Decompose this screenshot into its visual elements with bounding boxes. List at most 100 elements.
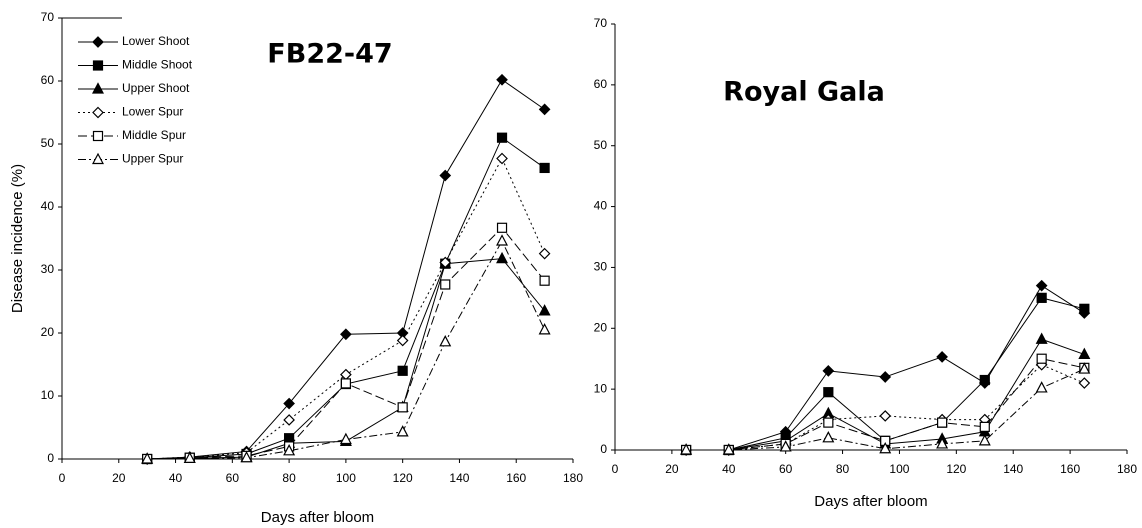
x-tick-label: 20	[112, 471, 126, 485]
legend-label: Lower Spur	[122, 105, 183, 119]
marker	[1078, 377, 1091, 389]
y-axis-label: Disease incidence (%)	[9, 164, 26, 313]
x-tick-label: 180	[1117, 462, 1137, 476]
x-tick-label: 60	[226, 471, 240, 485]
series-line	[686, 338, 1085, 451]
x-tick-label: 100	[336, 471, 356, 485]
marker	[1035, 381, 1048, 393]
y-tick-label: 30	[41, 262, 55, 276]
series-line	[686, 358, 1085, 451]
y-tick-label: 10	[594, 381, 608, 395]
y-tick-label: 20	[594, 320, 608, 334]
marker	[240, 450, 253, 463]
x-tick-label: 120	[393, 471, 413, 485]
legend-label: Middle Spur	[122, 128, 186, 142]
y-tick-label: 60	[594, 77, 608, 91]
marker	[283, 397, 295, 410]
series-line	[147, 239, 546, 460]
x-tick-label: 120	[946, 462, 966, 476]
x-tick-label: 160	[1060, 462, 1080, 476]
marker	[340, 368, 352, 381]
marker	[92, 82, 104, 94]
marker	[538, 247, 551, 260]
marker	[496, 132, 508, 143]
marker	[1036, 292, 1047, 303]
chart-title: FB22-47	[267, 39, 392, 70]
marker	[539, 162, 550, 174]
y-tick-label: 70	[594, 16, 608, 30]
marker	[538, 304, 551, 316]
y-tick-label: 60	[41, 73, 55, 87]
marker	[283, 444, 296, 456]
marker	[92, 106, 104, 119]
marker	[340, 378, 351, 389]
y-tick-label: 50	[594, 138, 608, 152]
marker	[92, 130, 104, 142]
y-tick-label: 10	[41, 388, 55, 402]
x-tick-label: 100	[889, 462, 909, 476]
marker	[979, 374, 990, 386]
marker	[879, 410, 892, 422]
marker	[92, 152, 104, 165]
y-tick-label: 20	[41, 325, 55, 339]
marker	[340, 328, 352, 341]
x-tick-label: 60	[779, 462, 793, 476]
x-tick-label: 140	[1003, 462, 1023, 476]
marker	[936, 351, 948, 363]
series-line	[147, 157, 546, 460]
marker	[396, 425, 409, 437]
marker	[879, 441, 892, 454]
x-axis-label: Days after bloom	[814, 493, 927, 510]
y-tick-label: 30	[594, 260, 608, 274]
marker	[439, 169, 452, 182]
marker	[979, 421, 990, 432]
series-line	[147, 227, 546, 460]
marker	[1035, 279, 1048, 292]
marker	[496, 73, 508, 86]
marker	[339, 432, 352, 445]
marker	[722, 443, 735, 455]
marker	[936, 437, 949, 449]
marker	[92, 36, 104, 48]
marker	[496, 251, 509, 264]
y-tick-label: 40	[41, 199, 55, 213]
marker	[1035, 332, 1048, 344]
marker	[396, 334, 409, 347]
x-tick-label: 80	[282, 471, 296, 485]
y-tick-label: 70	[41, 10, 55, 24]
marker	[440, 279, 451, 290]
marker	[92, 60, 104, 71]
legend-label: Middle Shoot	[122, 58, 193, 72]
marker	[496, 152, 508, 165]
x-tick-label: 0	[612, 462, 619, 476]
marker	[439, 335, 452, 347]
series-line	[147, 136, 545, 460]
y-tick-label: 40	[594, 199, 608, 213]
marker	[538, 103, 551, 116]
marker	[823, 417, 834, 428]
marker	[822, 365, 835, 377]
x-tick-label: 80	[836, 462, 850, 476]
y-tick-label: 50	[41, 136, 55, 150]
x-tick-label: 160	[506, 471, 526, 485]
marker	[1036, 353, 1047, 364]
marker	[183, 451, 196, 463]
legend-label: Upper Spur	[122, 152, 183, 166]
marker	[496, 234, 509, 246]
marker	[538, 323, 551, 335]
marker	[1079, 303, 1090, 314]
marker	[496, 222, 508, 233]
x-tick-label: 40	[722, 462, 736, 476]
marker	[823, 387, 834, 398]
y-tick-label: 0	[47, 451, 54, 465]
legend-label: Upper Shoot	[122, 81, 190, 95]
marker	[779, 440, 792, 452]
marker	[680, 443, 693, 455]
x-tick-label: 180	[563, 471, 583, 485]
marker	[141, 452, 154, 464]
marker	[822, 431, 835, 443]
x-axis-label: Days after bloom	[261, 509, 374, 526]
marker	[1078, 347, 1091, 360]
marker	[397, 402, 408, 413]
